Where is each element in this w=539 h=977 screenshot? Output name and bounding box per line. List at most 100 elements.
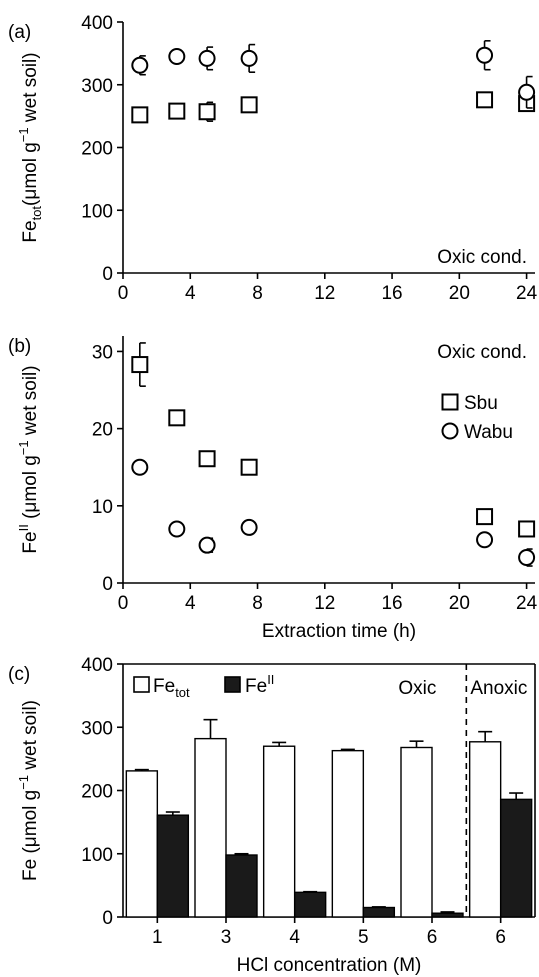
legend: Sbu Wabu [441,393,513,443]
data-point-circle [518,83,536,101]
y-tick-label: 20 [92,420,113,441]
legend-swatch-fe-ii [224,676,241,693]
x-tick-label: 0 [118,283,129,304]
x-tick-label: 8 [252,593,263,614]
legend-marker-square [441,393,459,411]
x-tick-label: 4 [185,283,196,304]
y-axis-label-part: wet soil) [20,52,41,127]
data-point-square [518,520,536,538]
y-axis-label-part: II [16,524,31,531]
y-tick-label: 0 [102,574,113,595]
y-axis-label: Fetot(μmol g−1 wet soil) [16,52,44,242]
legend: Fetot FeII [133,672,274,700]
legend-label-fe-ii: FeII [245,672,274,697]
x-tick-label: 8 [252,283,263,304]
bar-fe-ii [293,891,327,918]
x-tick-label: 4 [185,593,196,614]
y-axis-label-part: −1 [16,127,31,142]
y-axis-label-part: (μmol g [20,142,41,206]
x-tick-label: 16 [381,593,402,614]
y-axis-label-part: Fe [20,220,41,242]
bar-fe-tot [125,770,159,918]
region-label-anoxic: Anoxic [470,678,527,699]
bars: 1 3 4 5 6 6 [125,664,533,948]
legend-superscript: II [267,672,274,687]
data-point-circle [168,48,186,66]
x-tick-label: 20 [449,283,470,304]
x-tick-label: 20 [449,593,470,614]
y-tick-label: 400 [81,655,113,676]
y-tick-label: 100 [81,201,113,222]
y-axis-label: Fe (μmol g−1 wet soil) [16,700,41,881]
x-tick-label: 24 [516,593,538,614]
data-point-square [131,356,149,374]
data-point-circle [476,46,494,64]
legend-text: Fe [153,676,175,697]
panel-1-data: 0 4 8 12 16 20 24 [118,342,538,614]
legend-label-fe-tot: Fetot [153,676,190,700]
data-point-square [198,450,216,468]
legend-label: Sbu [464,393,498,414]
x-tick-label: 6 [495,927,506,948]
x-tick-label: 5 [358,927,369,948]
panel-2-axes: 0 100 200 300 400 [81,655,535,929]
bar-fe-tot [262,745,296,918]
y-axis-label-part: tot [29,206,44,221]
data-point-circle [518,549,536,567]
data-point-circle [198,536,216,554]
panel-1-axes: 0 10 20 30 [92,336,535,595]
bar-fe-ii [156,814,190,918]
y-axis-label-part: wet soil) [20,365,41,440]
bar-fe-tot [331,749,365,918]
x-tick-label: 4 [289,927,300,948]
y-tick-label: 0 [102,908,113,929]
y-tick-label: 200 [81,782,113,803]
panel-0-data: 0 4 8 12 16 20 24 [118,40,538,304]
data-point-circle [476,531,494,549]
data-point-square [131,106,149,124]
y-axis-label: FeII (μmol g−1 wet soil) [16,365,41,553]
y-axis-label-part: −1 [16,440,31,455]
bar-fe-tot [468,741,502,918]
bar-fe-ii [362,906,396,918]
y-tick-label: 300 [81,718,113,739]
bar-fe-tot [194,737,227,918]
legend-marker-circle [441,422,459,440]
data-point-square [240,96,258,114]
bar-fe-ii [499,798,533,918]
y-tick-label: 10 [92,497,113,518]
data-point-circle [240,49,258,67]
data-point-square [168,102,186,120]
x-tick-label: 12 [314,283,335,304]
panel-label: (c) [8,664,30,685]
x-tick-label: 16 [381,283,402,304]
data-point-square [476,508,494,526]
data-point-circle [131,458,149,476]
x-tick-label: 12 [314,593,335,614]
data-point-circle [168,520,186,538]
y-tick-label: 400 [81,13,113,34]
panel-0-axes: 0 100 200 300 400 [81,13,535,285]
y-axis-label-part: −1 [16,775,31,790]
data-point-circle [240,518,258,536]
y-tick-label: 0 [102,264,113,285]
x-tick-label: 6 [427,927,438,948]
y-axis-label-part: (μmol g [20,790,41,859]
bar-fe-ii [431,912,464,918]
legend-swatch-fe-tot [133,676,150,693]
legend-subscript: tot [175,685,190,700]
x-tick-label: 3 [221,927,232,948]
data-point-square [198,103,216,121]
y-axis-label-part: Fe [20,859,41,881]
y-axis-label-part: Fe [20,531,41,553]
bar-fe-ii [225,854,258,918]
legend-label: Wabu [464,422,513,443]
y-axis-label-part: wet soil) [20,700,41,775]
x-axis-label: Extraction time (h) [262,621,416,642]
y-tick-label: 30 [92,342,113,363]
x-axis-label: HCl concentration (M) [237,955,422,976]
data-point-square [476,91,494,109]
region-label-oxic: Oxic [398,678,436,699]
